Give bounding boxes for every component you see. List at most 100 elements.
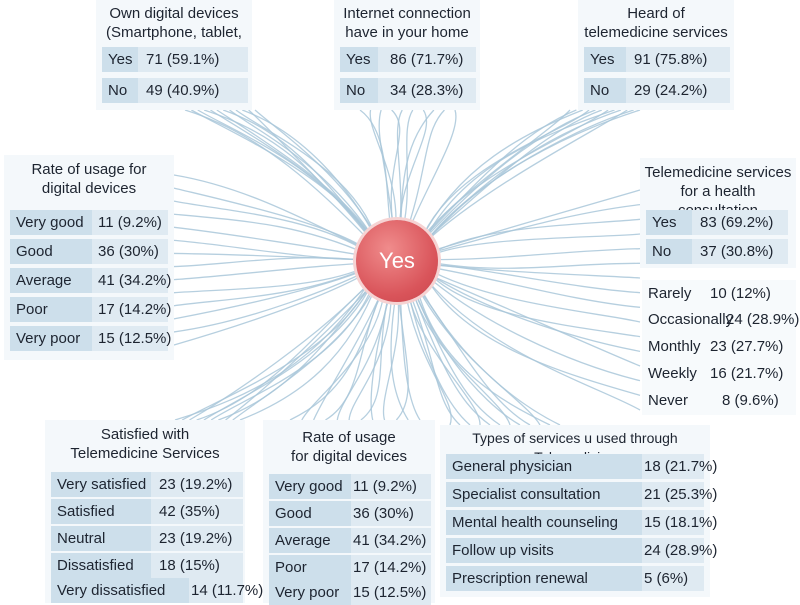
row-label: Specialist consultation xyxy=(446,482,642,507)
connector-line xyxy=(409,280,511,426)
row-yes: Yes 71 (59.1%) xyxy=(102,47,248,72)
connector-line xyxy=(242,109,380,244)
connector-line xyxy=(425,267,641,323)
row-label: Good xyxy=(10,239,92,264)
connector-line xyxy=(232,279,378,421)
row-label: Yes xyxy=(340,47,378,72)
row-value: 14 (11.7%) xyxy=(191,582,264,599)
connector-line xyxy=(225,279,377,421)
freq-value: 23 (27.7%) xyxy=(710,338,784,355)
connector-line xyxy=(229,109,378,244)
row-label: Average xyxy=(269,528,351,553)
center-label: Yes xyxy=(379,248,415,273)
connector-line xyxy=(400,109,435,243)
connector-line xyxy=(173,268,371,333)
row-very-good: Very good 11 (9.2%) xyxy=(269,474,431,499)
connector-line xyxy=(415,280,561,426)
connector-line xyxy=(325,279,389,421)
panel-own-devices: Own digital devices (Smartphone, tablet,… xyxy=(96,0,252,110)
title-line: for digital devices xyxy=(291,448,407,465)
row-label: No xyxy=(646,239,692,264)
row-satisfied: Satisfied 42 (35%) xyxy=(51,499,243,524)
row-label: Follow up visits xyxy=(446,538,642,563)
freq-value: 8 (9.6%) xyxy=(722,392,779,409)
freq-label: Rarely xyxy=(648,285,692,302)
connector-line xyxy=(426,248,641,261)
connector-line xyxy=(425,274,641,382)
panel-rate-usage-bottom: Rate of usage for digital devices Very g… xyxy=(263,420,435,605)
row-value: 41 (34.2%) xyxy=(353,532,427,549)
connector-line xyxy=(203,279,375,421)
connector-line xyxy=(222,109,377,244)
title-line: Satisfied with xyxy=(100,426,190,443)
row-very-satisfied: Very satisfied 23 (19.2%) xyxy=(51,472,243,497)
row-value: 36 (30%) xyxy=(353,505,414,522)
row-label: Yes xyxy=(102,47,138,72)
row-value: 5 (6%) xyxy=(644,570,689,587)
connector-line xyxy=(402,109,445,244)
row-yes: Yes 91 (75.8%) xyxy=(584,47,730,72)
row-poor: Poor 17 (14.2%) xyxy=(269,555,431,580)
connector-line xyxy=(174,279,371,421)
row-label: No xyxy=(584,78,626,103)
row-average: Average 41 (34.2%) xyxy=(10,268,172,293)
title-line: have in your home xyxy=(345,24,469,41)
row-label: Very satisfied xyxy=(51,472,151,497)
row-specialist: Specialist consultation 21 (25.3%) xyxy=(446,482,717,507)
connector-line xyxy=(422,109,615,244)
connector-line xyxy=(173,264,371,294)
connector-line xyxy=(218,279,377,421)
row-no: No 37 (30.8%) xyxy=(646,239,788,264)
connector-line xyxy=(425,278,641,411)
row-value: 34 (28.3%) xyxy=(390,82,464,99)
row-very-poor: Very poor 15 (12.5%) xyxy=(10,326,171,351)
freq-label: Monthly xyxy=(648,338,701,355)
freq-value: 16 (21.7%) xyxy=(710,365,784,382)
connector-line xyxy=(426,264,641,294)
connector-line xyxy=(425,109,641,244)
row-value: 11 (9.2%) xyxy=(98,214,162,231)
row-mental-health: Mental health counseling 15 (18.1%) xyxy=(446,510,717,535)
row-label: No xyxy=(102,78,138,103)
row-label: Very good xyxy=(269,474,351,499)
row-value: 41 (34.2%) xyxy=(98,272,172,289)
connector-line xyxy=(426,260,641,269)
row-follow-up: Follow up visits 24 (28.9%) xyxy=(446,538,717,563)
connector-line xyxy=(426,262,641,279)
title-line: Telemedicine services xyxy=(644,164,792,181)
freq-value: 10 (12%) xyxy=(710,285,771,302)
row-label: Very poor xyxy=(10,326,92,351)
panel-title: Rate of usage for digital devices xyxy=(4,160,174,198)
panel-satisfaction: Satisfied with Telemedicine Services Ver… xyxy=(45,420,263,603)
row-value: 86 (71.7%) xyxy=(390,51,464,68)
title-line: (Smartphone, tablet, xyxy=(106,24,242,41)
title-line: Rate of usage for xyxy=(31,161,147,178)
row-value: 17 (14.2%) xyxy=(353,559,427,576)
freq-label: Weekly xyxy=(648,365,697,382)
row-value: 18 (15%) xyxy=(159,557,220,574)
row-value: 37 (30.8%) xyxy=(700,243,774,260)
connector-line xyxy=(173,213,371,256)
title-line: Internet connection xyxy=(343,5,471,22)
row-value: 21 (25.3%) xyxy=(644,486,718,503)
row-label: Poor xyxy=(10,297,92,322)
connector-line xyxy=(425,204,641,255)
connector-line xyxy=(173,267,371,320)
connector-line xyxy=(425,273,641,367)
row-label: Mental health counseling xyxy=(446,510,642,535)
connector-line xyxy=(411,280,521,426)
row-dissatisfied: Dissatisfied 18 (15%) xyxy=(51,553,243,578)
row-prescription: Prescription renewal 5 (6%) xyxy=(446,566,704,591)
connector-line xyxy=(425,271,641,352)
row-very-dissatisfied: Very dissatisfied 14 (11.7%) xyxy=(51,578,263,603)
row-value: 91 (75.8%) xyxy=(634,51,708,68)
row-value: 17 (14.2%) xyxy=(98,301,172,318)
panel-frequency: Rarely 10 (12%) Occasionally 24 (28.9%) … xyxy=(642,280,799,415)
connector-line xyxy=(173,187,371,253)
connector-line xyxy=(390,109,401,244)
row-value: 71 (59.1%) xyxy=(146,51,220,68)
row-value: 29 (24.2%) xyxy=(634,82,708,99)
connector-line xyxy=(390,279,409,421)
row-label: Dissatisfied xyxy=(51,553,151,578)
title-line: Rate of usage xyxy=(302,429,396,446)
